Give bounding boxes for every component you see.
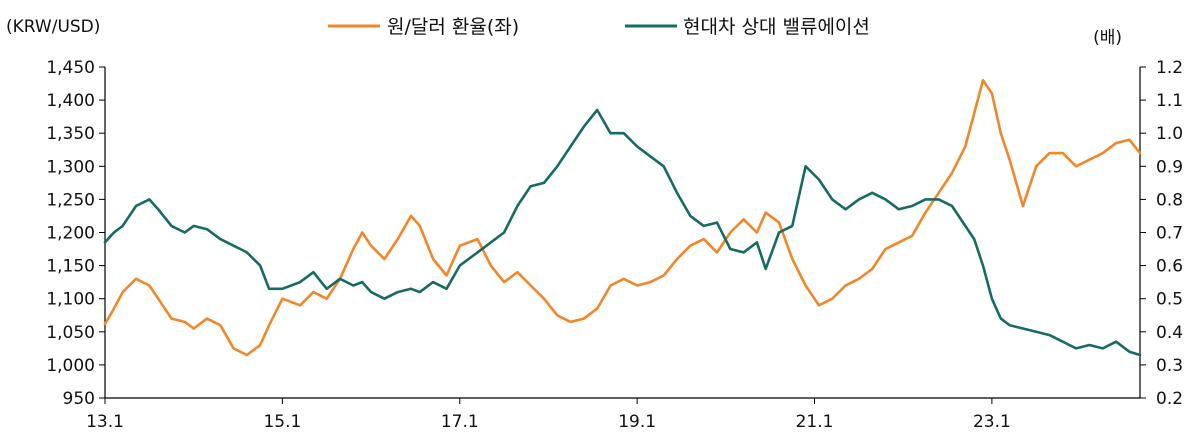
series-layer [103, 78, 1142, 357]
left-tick-label: 1,050 [46, 323, 95, 343]
right-tick-label: 0.2 [1156, 389, 1183, 409]
left-axis-label: (KRW/USD) [6, 17, 100, 37]
left-tick-label: 1,450 [46, 58, 95, 78]
right-tick-label: 0.6 [1156, 257, 1183, 277]
left-axis-ticks: 1,450 1,400 1,350 1,300 1,250 1,200 1,150 1,100… [46, 58, 105, 409]
left-tick-label: 950 [63, 389, 95, 409]
x-tick-label: 15.1 [263, 412, 301, 432]
plot-frame [104, 67, 1141, 399]
right-axis-ticks: 1.2 1.1 1.0 0.9 0.8 0.7 0.6 0.5 0.4 0.3 0.2 [1140, 58, 1183, 409]
x-tick-label: 21.1 [796, 412, 834, 432]
right-tick-label: 0.9 [1156, 157, 1183, 177]
left-tick-label: 1,200 [46, 224, 95, 244]
legend: 원/달러 환율(좌) 현대차 상대 밸류에이션 [328, 16, 870, 38]
series-line-krw-usd [103, 78, 1142, 357]
right-tick-label: 0.5 [1156, 290, 1183, 310]
right-tick-label: 0.8 [1156, 190, 1183, 210]
left-tick-label: 1,400 [46, 91, 95, 111]
left-tick-label: 1,350 [46, 124, 95, 144]
x-tick-label: 23.1 [973, 412, 1011, 432]
left-tick-label: 1,000 [46, 356, 95, 376]
right-tick-label: 1.1 [1156, 91, 1183, 111]
right-tick-label: 1.0 [1156, 124, 1183, 144]
x-tick-label: 19.1 [618, 412, 656, 432]
right-tick-label: 0.4 [1156, 323, 1183, 343]
x-tick-label: 17.1 [441, 412, 479, 432]
left-tick-label: 1,150 [46, 257, 95, 277]
x-axis-ticks: 13.1 15.1 17.1 19.1 21.1 23.1 [86, 398, 1011, 432]
left-tick-label: 1,300 [46, 157, 95, 177]
right-tick-label: 1.2 [1156, 58, 1183, 78]
right-tick-label: 0.3 [1156, 356, 1183, 376]
left-tick-label: 1,250 [46, 190, 95, 210]
left-tick-label: 1,100 [46, 290, 95, 310]
right-axis-label: (배) [1093, 28, 1122, 48]
right-tick-label: 0.7 [1156, 224, 1183, 244]
x-tick-label: 13.1 [86, 412, 124, 432]
legend-label-krw-usd: 원/달러 환율(좌) [387, 16, 519, 38]
legend-label-hyundai: 현대차 상대 밸류에이션 [683, 16, 870, 38]
series-line-hyundai-valuation [103, 108, 1142, 357]
